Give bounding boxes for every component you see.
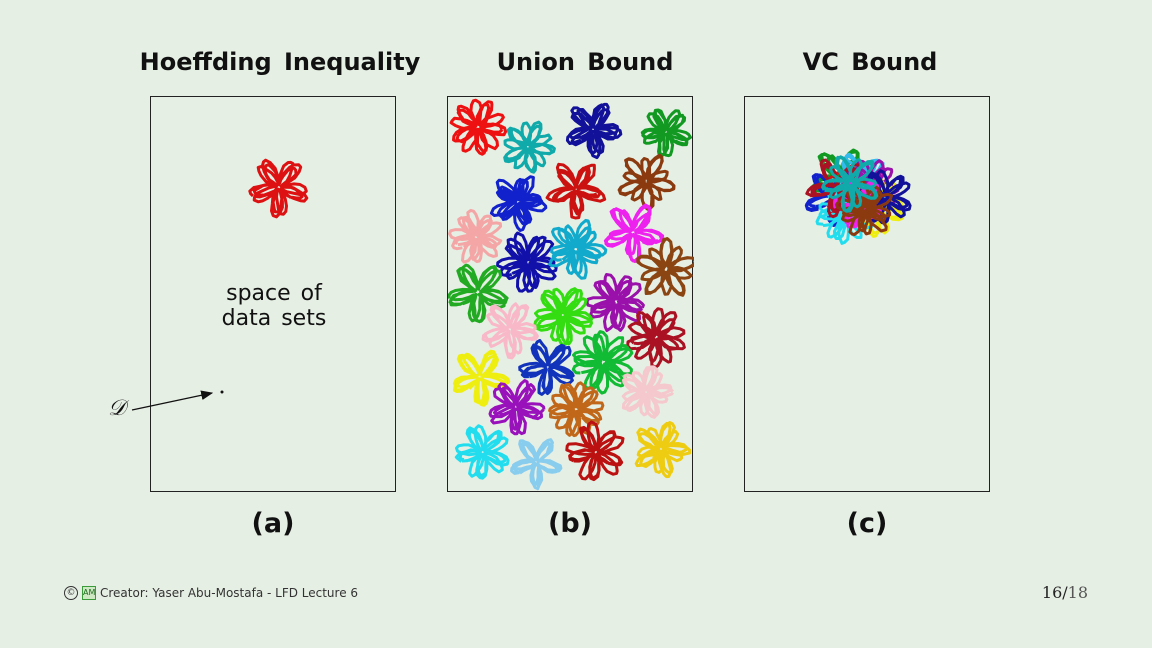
hypothesis-blob <box>548 218 608 280</box>
hypothesis-blob <box>488 379 546 436</box>
hypothesis-blob <box>603 203 665 263</box>
hypothesis-blob <box>565 420 625 482</box>
hypothesis-blob <box>481 302 539 360</box>
space-label-line1: space of <box>226 281 322 306</box>
hoeffding-canvas <box>248 158 309 219</box>
copyright-icon: © <box>64 586 78 600</box>
panel-vc-bound <box>744 96 990 492</box>
hypothesis-blob <box>448 263 509 324</box>
hypothesis-blob <box>489 175 548 232</box>
hypothesis-blob <box>496 231 558 293</box>
page-number: 16/18 <box>1041 583 1088 602</box>
hypothesis-blob <box>545 162 607 220</box>
caltech-logo-icon: AM <box>82 586 96 600</box>
union-canvas <box>448 98 694 491</box>
hypothesis-blob <box>626 307 686 369</box>
hypothesis-blob <box>248 158 309 219</box>
hypothesis-blob <box>503 120 556 174</box>
panel-hoeffding: space of data sets <box>150 96 396 492</box>
title-hoeffding: Hoeffding Inequality <box>139 48 421 76</box>
hypothesis-blob <box>565 102 623 160</box>
hypothesis-blob <box>448 208 503 264</box>
space-of-data-sets-label: space of data sets <box>151 281 397 331</box>
caption-b: (b) <box>547 508 592 539</box>
hypothesis-blob <box>634 421 692 479</box>
hypothesis-blob <box>640 108 692 158</box>
hypothesis-blob <box>533 287 594 348</box>
hypothesis-blob <box>449 98 508 156</box>
hypothesis-blob <box>571 330 634 395</box>
hypothesis-blob <box>621 365 675 419</box>
hypothesis-blob <box>585 273 645 332</box>
vc-canvas <box>804 148 912 245</box>
title-vc-bound: VC Bound <box>802 48 938 76</box>
hypothesis-blob <box>617 153 676 211</box>
hypothesis-blob <box>548 381 605 438</box>
footer-credit: © AM Creator: Yaser Abu-Mostafa - LFD Le… <box>64 586 358 600</box>
title-union-bound: Union Bound <box>496 48 674 76</box>
hypothesis-blob <box>518 339 575 396</box>
panel-union-bound <box>447 96 694 492</box>
caption-c: (c) <box>846 508 888 539</box>
space-label-line2: data sets <box>221 306 327 331</box>
hypothesis-blob <box>636 237 694 297</box>
hypothesis-blob <box>454 424 510 480</box>
hypothesis-blob <box>452 349 511 407</box>
d-label: 𝒟 <box>108 396 126 421</box>
hypothesis-blob <box>821 155 879 213</box>
footer-text: Creator: Yaser Abu-Mostafa - LFD Lecture… <box>100 586 359 600</box>
caption-a: (a) <box>251 508 295 539</box>
hypothesis-blob <box>510 438 563 491</box>
